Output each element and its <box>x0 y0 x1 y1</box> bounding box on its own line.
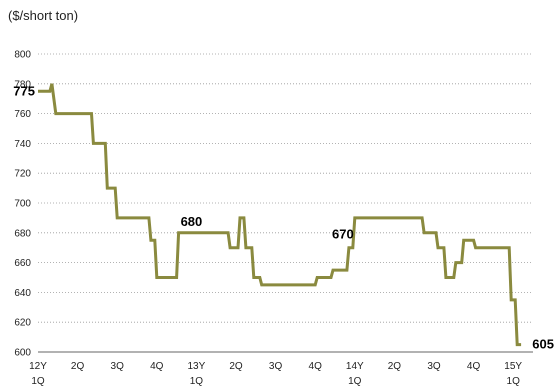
y-axis-tick-labels: 600 620 640 660 680 700 720 740 760 780 800 <box>14 50 31 359</box>
x-tick-label-6: 3Q <box>269 361 283 372</box>
x-tick-label-9: 2Q <box>388 361 402 372</box>
y-tick-label-660: 660 <box>14 258 31 269</box>
x-tick-sublabel-4: 1Q <box>190 376 204 387</box>
data-label-3: 605 <box>532 337 554 352</box>
y-tick-label-620: 620 <box>14 318 31 329</box>
x-tick-label-2: 3Q <box>111 361 125 372</box>
y-axis-unit-label: ($/short ton) <box>8 8 78 23</box>
x-tick-label-0: 12Y <box>29 361 47 372</box>
x-tick-label-12: 15Y <box>504 361 522 372</box>
y-tick-label-720: 720 <box>14 169 31 180</box>
y-tick-label-760: 760 <box>14 109 31 120</box>
x-tick-label-8: 14Y <box>346 361 364 372</box>
x-axis-tick-labels: 12Y 1Q 2Q 3Q 4Q 13Y 1Q 2Q 3Q 4Q 14Y 1Q 2Q 3Q 4Q 15Y 1Q <box>29 361 522 387</box>
series-line <box>38 83 522 347</box>
y-tick-label-700: 700 <box>14 199 31 210</box>
x-tick-label-10: 3Q <box>427 361 441 372</box>
y-tick-label-780: 780 <box>14 79 31 90</box>
x-tick-label-5: 2Q <box>229 361 243 372</box>
x-tick-sublabel-8: 1Q <box>348 376 362 387</box>
x-tick-label-4: 13Y <box>188 361 206 372</box>
x-tick-label-3: 4Q <box>150 361 164 372</box>
data-label-2: 670 <box>332 227 354 242</box>
y-tick-label-640: 640 <box>14 288 31 299</box>
x-tick-sublabel-0: 1Q <box>31 376 45 387</box>
x-tick-label-7: 4Q <box>309 361 323 372</box>
y-tick-label-680: 680 <box>14 228 31 239</box>
data-label-1: 680 <box>181 214 203 229</box>
data-labels: 775 680 670 605 <box>13 83 554 351</box>
y-tick-label-740: 740 <box>14 139 31 150</box>
y-tick-label-600: 600 <box>14 348 31 359</box>
x-tick-label-1: 2Q <box>71 361 85 372</box>
x-tick-label-11: 4Q <box>467 361 481 372</box>
data-label-0: 775 <box>13 83 35 98</box>
y-tick-label-800: 800 <box>14 50 31 61</box>
x-tick-sublabel-12: 1Q <box>507 376 521 387</box>
